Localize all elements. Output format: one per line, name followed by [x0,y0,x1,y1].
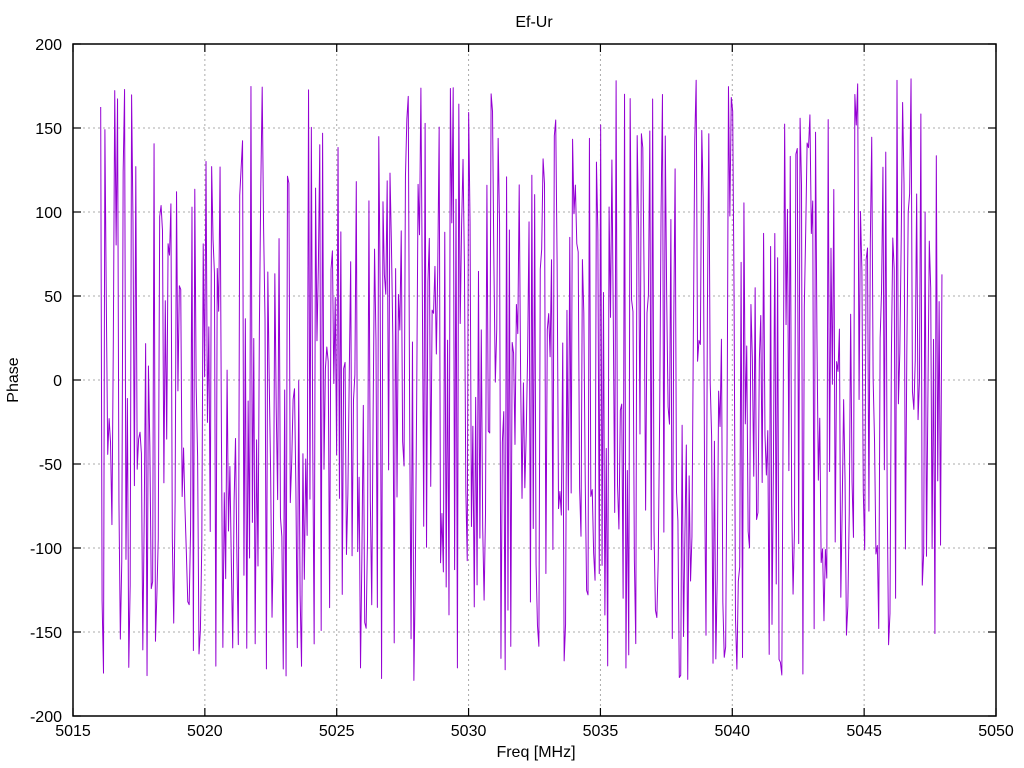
y-tick-label: 200 [35,37,62,54]
y-tick-label: 0 [53,373,62,390]
y-axis-label: Phase [5,357,22,402]
y-tick-label: -50 [39,457,62,474]
x-tick-label: 5020 [187,723,223,740]
x-tick-label: 5025 [319,723,355,740]
y-tick-label: -150 [30,625,62,642]
x-tick-label: 5030 [451,723,487,740]
x-tick-label: 5040 [714,723,750,740]
phase-line-series [100,78,943,681]
y-tick-label: -200 [30,709,62,726]
chart-title: Ef-Ur [515,14,553,31]
y-tick-label: 100 [35,205,62,222]
x-tick-label: 5035 [583,723,619,740]
x-tick-label: 5050 [978,723,1014,740]
x-tick-label: 5045 [846,723,882,740]
y-tick-label: 150 [35,121,62,138]
plot-frame [72,43,997,717]
axis-tick-labels: 5015 5020 5025 5030 5035 5040 5045 5050 -200 -150… [30,37,1014,740]
y-tick-label: -100 [30,541,62,558]
phase-line [100,78,943,681]
x-axis-label: Freq [MHz] [496,744,575,761]
x-tick-label: 5015 [55,723,91,740]
y-tick-label: 50 [44,289,62,306]
